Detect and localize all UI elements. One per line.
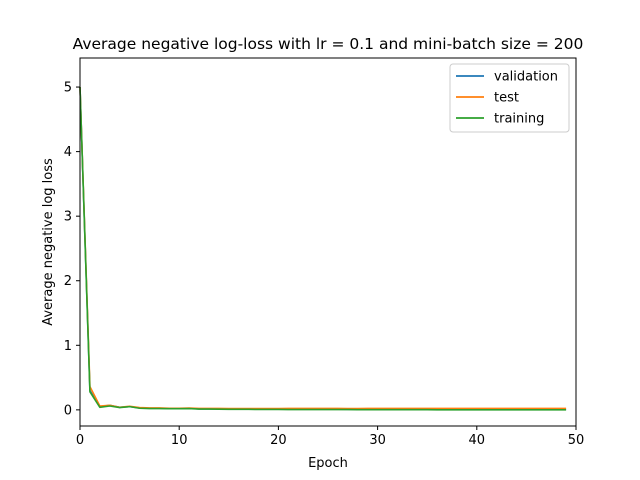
legend-label-test: test	[494, 91, 519, 106]
x-tick-label: 40	[469, 433, 486, 448]
x-tick-label: 30	[369, 433, 386, 448]
y-axis-label: Average negative log loss	[41, 158, 56, 326]
x-axis-label: Epoch	[308, 456, 348, 471]
legend-label-training: training	[494, 112, 544, 127]
y-tick-label: 2	[64, 274, 72, 289]
y-tick-label: 4	[64, 145, 72, 160]
x-tick-label: 20	[270, 433, 287, 448]
legend-label-validation: validation	[494, 70, 558, 85]
y-tick-label: 3	[64, 210, 72, 225]
y-tick-label: 5	[64, 81, 72, 96]
chart-title: Average negative log-loss with lr = 0.1 …	[73, 35, 584, 53]
y-axis: 0 1 2 3 4 5	[64, 81, 80, 418]
plot-frame	[79, 57, 577, 427]
legend-box	[449, 63, 570, 133]
series-line-training	[79, 87, 567, 411]
x-tick-label: 0	[76, 433, 84, 448]
x-tick-label: 10	[171, 433, 188, 448]
legend: validation test training	[449, 63, 570, 133]
x-axis: 0 10 20 30 40 50	[76, 426, 584, 448]
y-tick-label: 1	[64, 339, 72, 354]
y-tick-label: 0	[64, 403, 72, 418]
plot-lines	[79, 87, 567, 411]
x-tick-label: 50	[568, 433, 585, 448]
